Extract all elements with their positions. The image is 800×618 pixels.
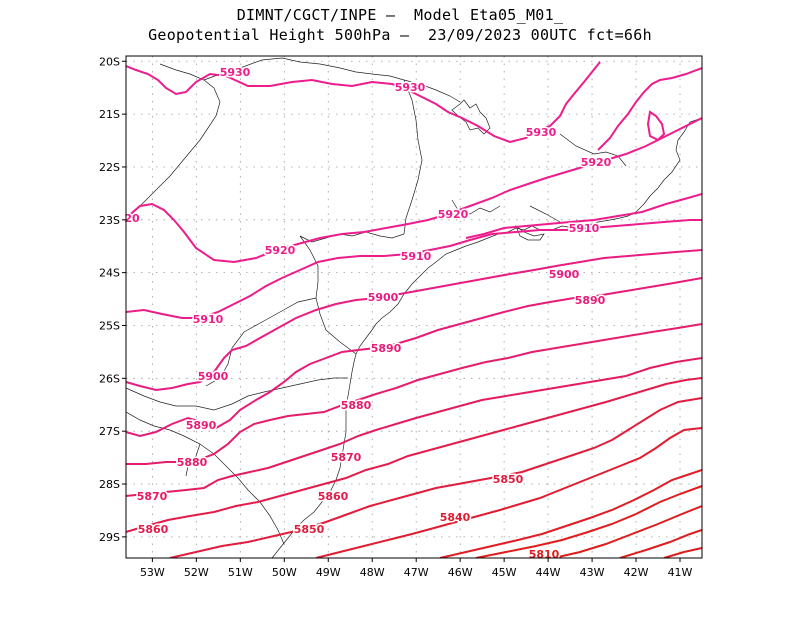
lon-tick-label: 44W [536, 566, 561, 579]
lon-tick-label: 43W [580, 566, 605, 579]
contour-lines [126, 61, 702, 558]
contour-5830 [439, 469, 702, 558]
contour-label: 5870 [331, 451, 362, 464]
contour-5860 [126, 377, 702, 533]
contour-5890 [126, 277, 702, 438]
lon-tick-label: 45W [492, 566, 517, 579]
lon-tick-label: 41W [668, 566, 693, 579]
contour-5930-west [126, 61, 601, 144]
contour-label: 5880 [341, 399, 372, 412]
lon-tick-label: 42W [624, 566, 649, 579]
lat-tick-label: 29S [99, 531, 120, 544]
contour-label: 5910 [193, 313, 224, 326]
lon-tick-label: 48W [360, 566, 385, 579]
lat-tick-label: 26S [99, 372, 120, 385]
chart-title-line2: Geopotential Height 500hPa – 23/09/2023 … [148, 26, 652, 44]
contour-label: 5900 [549, 268, 580, 281]
contour-5850 [169, 397, 702, 558]
contour-label: 5840 [440, 511, 471, 524]
contour-5910 [126, 219, 702, 319]
contour-label: 5920 [265, 244, 296, 257]
contour-label: 5850 [294, 523, 325, 536]
lon-tick-label: 53W [140, 566, 165, 579]
lon-tick-label: 46W [448, 566, 473, 579]
contour-label: 5890 [371, 342, 402, 355]
contour-5800 [619, 529, 702, 558]
contour-label: 5890 [186, 419, 217, 432]
lat-tick-label: 25S [99, 319, 120, 332]
contour-5920-west [126, 117, 702, 264]
contour-5810 [553, 505, 702, 558]
contour-5930-loop [646, 110, 666, 142]
contour-label: 5870 [137, 490, 168, 503]
contour-5790 [663, 547, 702, 558]
lat-tick-label: 28S [99, 478, 120, 491]
contour-label: 5860 [318, 490, 349, 503]
lon-tick-label: 47W [404, 566, 429, 579]
contour-label: 5900 [198, 370, 229, 383]
contour-label: 5810 [529, 548, 560, 561]
axis-ticks: 20S 21S 22S 23S 24S 25S 26S 27S 28S 29S 53W 52W 51W 5… [99, 55, 693, 579]
contour-label: 5910 [569, 222, 600, 235]
contour-labels: 5930 5930 5930 5920 5920 5920 20 5910 5910 5910 59… [123, 65, 613, 563]
lon-tick-label: 51W [228, 566, 253, 579]
lat-tick-label: 23S [99, 214, 120, 227]
coastline-borders [126, 57, 702, 558]
contour-label: 5930 [395, 81, 426, 94]
contour-5920-east [465, 193, 702, 239]
lat-tick-label: 24S [99, 267, 120, 280]
lat-tick-label: 22S [99, 161, 120, 174]
contour-label: 20 [124, 212, 140, 225]
contour-label: 5910 [401, 250, 432, 263]
chart-title-line1: DIMNT/CGCT/INPE – Model Eta05_M01_ [236, 6, 564, 24]
contour-label: 5880 [177, 456, 208, 469]
contour-5870 [126, 357, 702, 497]
contour-5880 [126, 323, 702, 465]
coastline [271, 117, 702, 558]
lon-tick-label: 50W [272, 566, 297, 579]
lat-tick-label: 21S [99, 108, 120, 121]
contour-label: 5930 [526, 126, 557, 139]
contour-5900 [126, 249, 702, 392]
contour-label: 5920 [581, 156, 612, 169]
contour-label: 5860 [138, 523, 169, 536]
contour-label: 5900 [368, 291, 399, 304]
lon-tick-label: 52W [184, 566, 209, 579]
contour-label: 5930 [220, 66, 251, 79]
contour-label: 5920 [438, 208, 469, 221]
contour-label: 5890 [575, 294, 606, 307]
contour-5840 [315, 427, 702, 558]
lat-tick-label: 20S [99, 55, 120, 68]
contour-5820 [475, 485, 702, 558]
map-frame [125, 55, 703, 559]
contour-5930-east [597, 67, 702, 151]
contour-label: 5850 [493, 473, 524, 486]
lon-tick-label: 49W [316, 566, 341, 579]
lat-tick-label: 27S [99, 425, 120, 438]
